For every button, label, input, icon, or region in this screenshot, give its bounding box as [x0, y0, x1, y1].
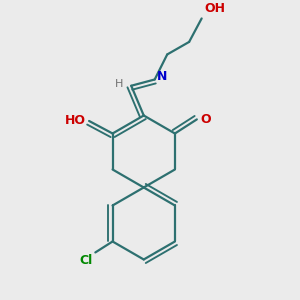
Text: O: O — [201, 113, 211, 126]
Text: H: H — [115, 79, 123, 89]
Text: Cl: Cl — [80, 254, 93, 267]
Text: OH: OH — [205, 2, 226, 15]
Text: N: N — [157, 70, 168, 83]
Text: HO: HO — [65, 115, 86, 128]
